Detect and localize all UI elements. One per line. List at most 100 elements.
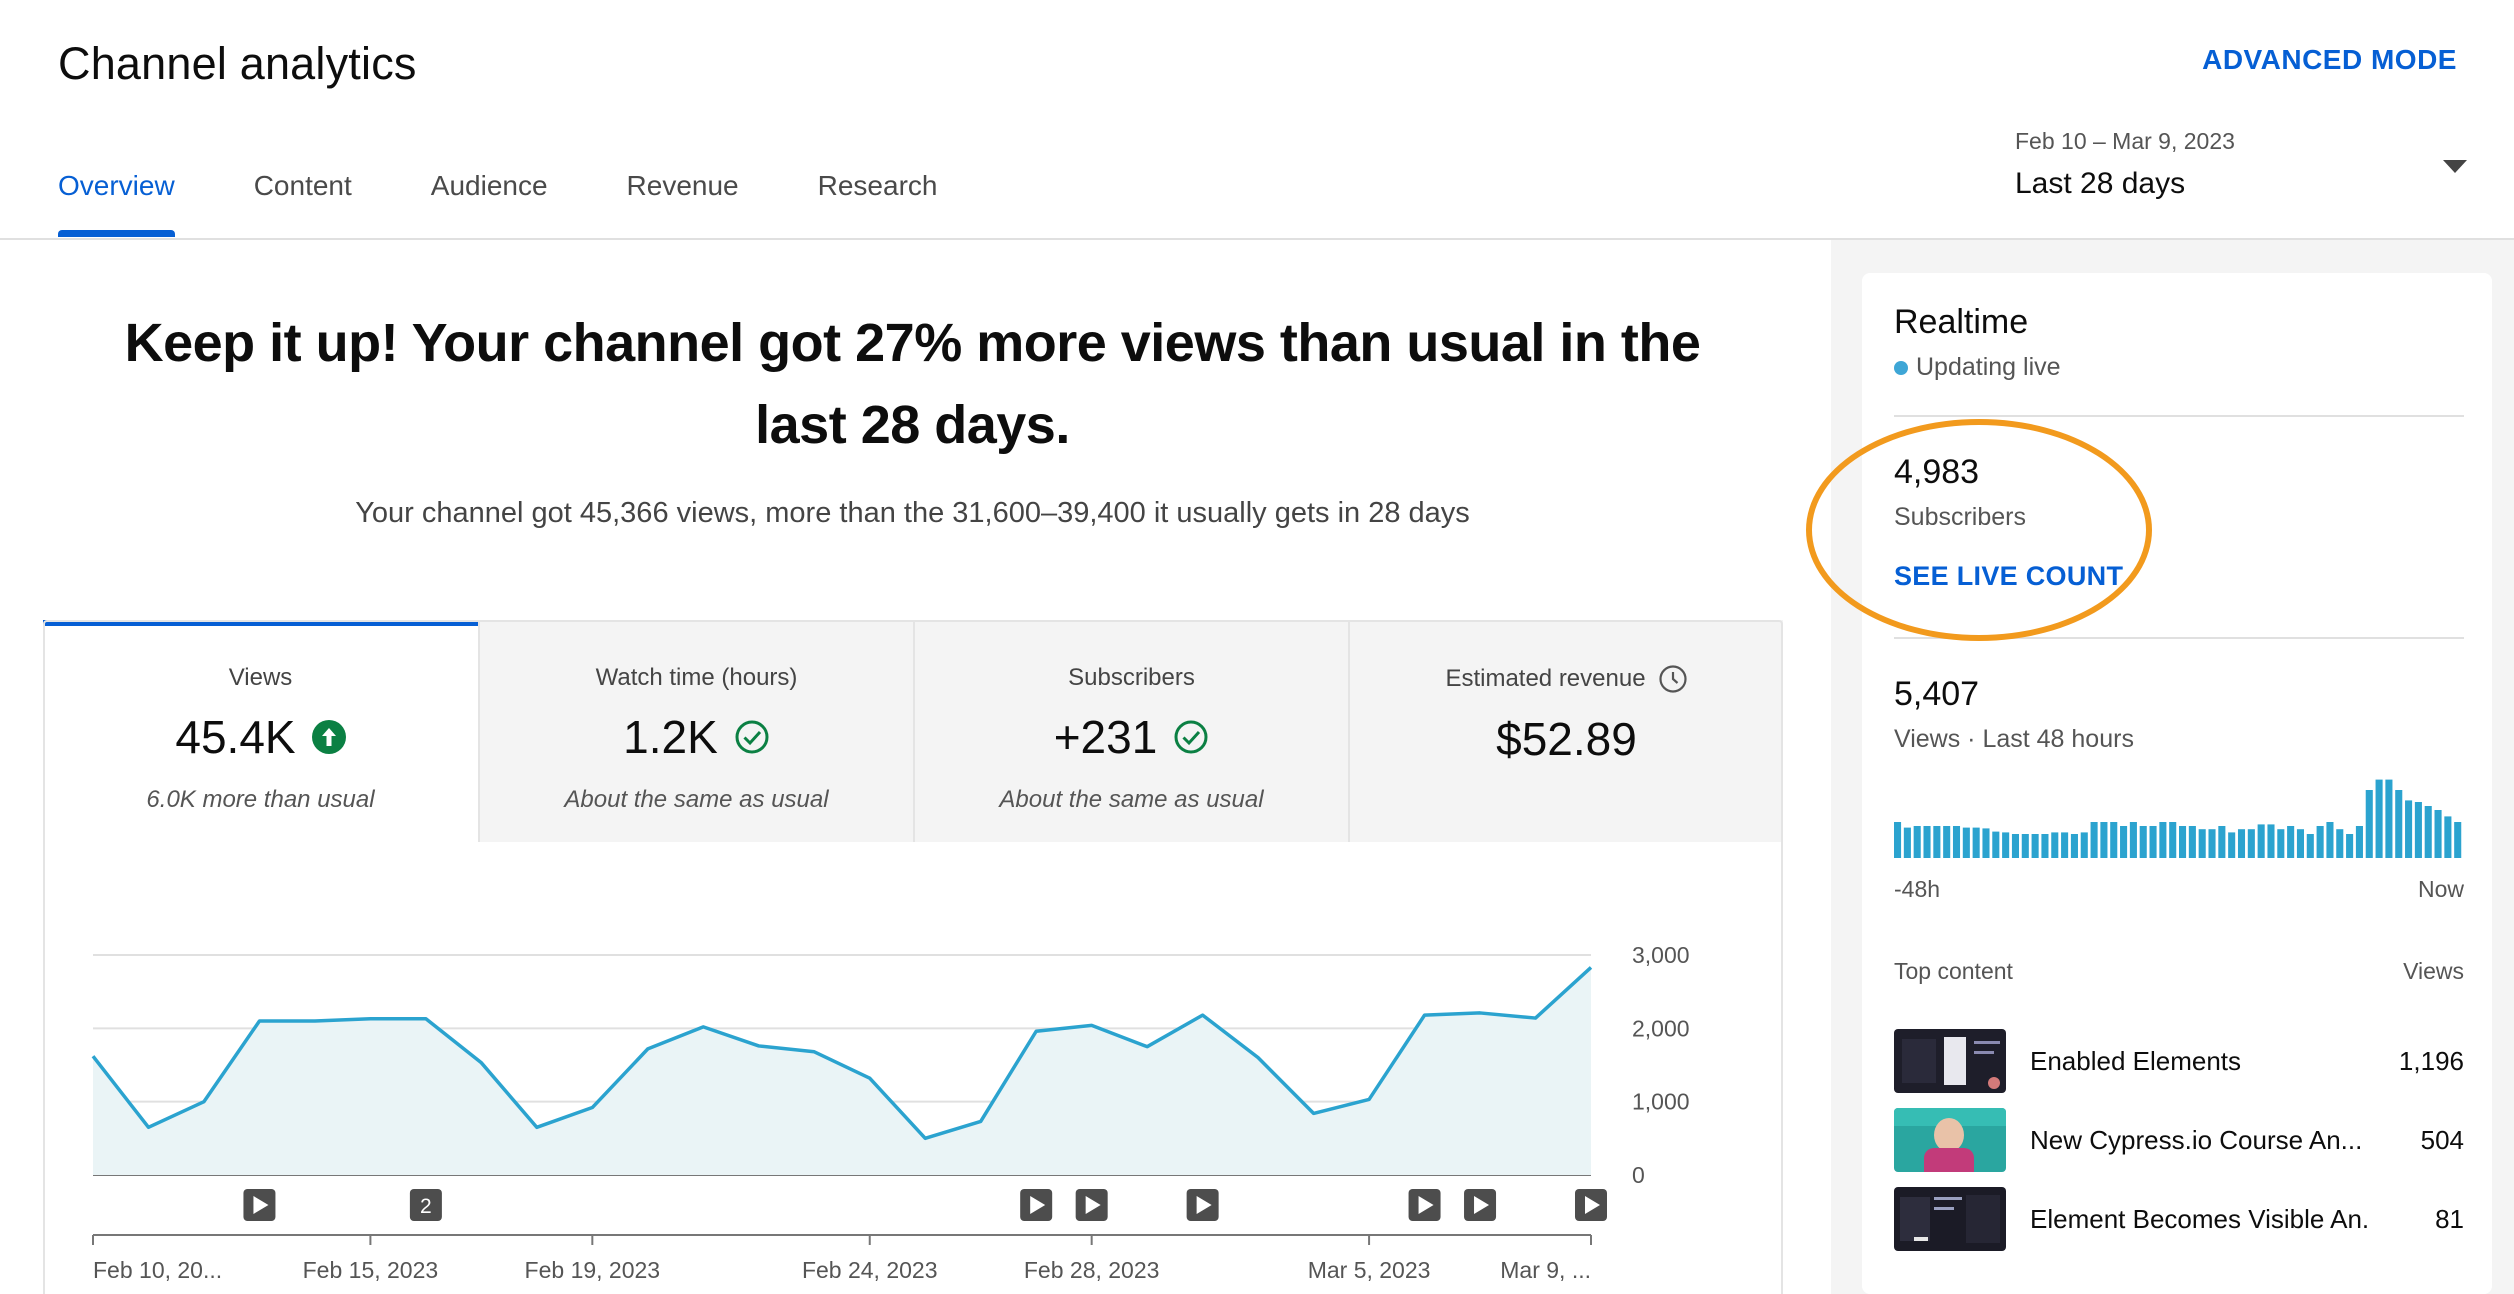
play-icon	[253, 1196, 269, 1214]
clock-icon	[1658, 665, 1687, 693]
realtime-bar	[2365, 790, 2373, 858]
check-circle-icon	[735, 720, 769, 754]
x-tick-label: Feb 24, 2023	[802, 1257, 938, 1283]
video-thumbnail	[1894, 1108, 2006, 1172]
metric-card-views[interactable]: Views 45.4K 6.0K more than usual	[43, 620, 478, 842]
top-content-row[interactable]: New Cypress.io Course An... 504	[1894, 1108, 2464, 1172]
views-chart: 3,000 2,000 1,000 0 2 Feb 10, 20... Feb 15, 20…	[91, 942, 1690, 1283]
video-thumbnail	[1894, 1029, 2006, 1093]
metric-label: Watch time (hours)	[595, 664, 798, 691]
realtime-bar	[2414, 802, 2422, 858]
check-circle-icon	[1174, 720, 1208, 754]
marker-count: 2	[420, 1195, 432, 1218]
advanced-mode-button[interactable]: ADVANCED MODE	[2202, 44, 2457, 75]
page-title: Channel analytics	[58, 38, 417, 89]
metric-card-revenue[interactable]: Estimated revenue $52.89	[1348, 620, 1783, 842]
play-icon	[1030, 1196, 1046, 1214]
dropdown-caret-icon	[2443, 160, 2467, 173]
realtime-bar	[2405, 800, 2413, 858]
subscriber-count: 4,983	[1894, 453, 1980, 491]
series-line	[91, 966, 1593, 1141]
top-content-label: Top content	[1894, 958, 2013, 984]
subscriber-label: Subscribers	[1894, 503, 2026, 531]
area-fill	[93, 967, 1591, 1175]
x-tick-label: Feb 10, 20...	[93, 1257, 222, 1283]
realtime-bar	[1992, 831, 2000, 858]
tab-research[interactable]: Research	[817, 170, 938, 201]
realtime-bar	[2444, 816, 2452, 858]
video-marker-icon	[409, 1189, 442, 1221]
live-status: Updating live	[1894, 353, 2061, 382]
realtime-bar	[2041, 834, 2049, 858]
realtime-bar	[2080, 832, 2088, 858]
realtime-bar	[2002, 832, 2010, 858]
realtime-bar	[2218, 826, 2226, 858]
summary-headline-line-2: last 28 days.	[755, 395, 1070, 455]
realtime-bar	[1952, 826, 1961, 858]
video-title: New Cypress.io Course An...	[2030, 1125, 2363, 1155]
realtime-bar	[2316, 826, 2324, 858]
realtime-bar	[1894, 822, 1902, 858]
arrow-up-circle-icon	[311, 720, 346, 754]
see-live-count-link[interactable]: SEE LIVE COUNT	[1894, 561, 2124, 591]
date-range-selector[interactable]: Feb 10 – Mar 9, 2023 Last 28 days	[2015, 128, 2467, 208]
realtime-bar	[1903, 827, 1911, 858]
x-tick-label: Mar 5, 2023	[1308, 1257, 1431, 1283]
realtime-bar	[2287, 826, 2295, 858]
realtime-bar	[2051, 832, 2059, 858]
realtime-bar	[2267, 824, 2275, 858]
metric-label: Subscribers	[1068, 664, 1195, 691]
realtime-bar	[2179, 826, 2187, 858]
realtime-bar	[2208, 829, 2216, 858]
metric-card-subscribers[interactable]: Subscribers +231 About the same as usual	[913, 620, 1348, 842]
x-tick-label: Feb 19, 2023	[525, 1257, 661, 1283]
tab-overview[interactable]: Overview	[58, 170, 175, 238]
realtime-bar	[1972, 827, 1980, 858]
realtime-bar	[2061, 832, 2069, 858]
tab-audience[interactable]: Audience	[430, 170, 548, 201]
realtime-bar	[2277, 829, 2285, 858]
metric-value: $52.89	[1496, 713, 1637, 765]
realtime-bar	[2159, 822, 2167, 858]
x-tick-label: Feb 15, 2023	[303, 1257, 439, 1283]
metric-value: 45.4K	[175, 711, 296, 763]
realtime-bar	[2355, 826, 2363, 858]
realtime-bar-chart	[1894, 779, 2462, 858]
summary-subline: Your channel got 45,366 views, more than…	[355, 497, 1470, 529]
realtime-bar	[2424, 806, 2432, 858]
realtime-bar	[1962, 827, 1970, 858]
tab-revenue[interactable]: Revenue	[626, 170, 739, 201]
realtime-bar	[2296, 829, 2305, 858]
realtime-title: Realtime	[1894, 303, 2029, 341]
play-icon	[1196, 1196, 1212, 1214]
tab-content[interactable]: Content	[253, 170, 352, 201]
top-content-row[interactable]: Enabled Elements 1,196	[1894, 1029, 2464, 1093]
metric-card-watch-time[interactable]: Watch time (hours) 1.2K About the same a…	[478, 620, 913, 842]
metric-value: 1.2K	[623, 711, 718, 763]
realtime-bar	[2100, 822, 2108, 858]
top-content-row[interactable]: Element Becomes Visible An... 81	[1894, 1187, 2464, 1251]
date-range-text: Feb 10 – Mar 9, 2023	[2015, 128, 2235, 154]
date-preset-text: Last 28 days	[2015, 167, 2186, 200]
realtime-bar	[2198, 829, 2206, 858]
realtime-bar	[2237, 829, 2246, 858]
realtime-bar	[2070, 834, 2078, 858]
video-views: 81	[2435, 1204, 2464, 1234]
play-icon	[1474, 1196, 1490, 1214]
header-divider	[0, 238, 2514, 240]
realtime-views-label: Views · Last 48 hours	[1894, 725, 2134, 753]
realtime-bar	[2385, 779, 2393, 858]
y-tick-label: 2,000	[1632, 1015, 1690, 1041]
video-title: Element Becomes Visible An...	[2030, 1204, 2370, 1234]
realtime-bar	[2090, 822, 2098, 858]
realtime-bar	[2169, 822, 2177, 858]
metric-label: Views	[228, 664, 293, 691]
realtime-bar	[2011, 834, 2020, 858]
y-tick-label: 3,000	[1632, 942, 1690, 968]
realtime-bar	[1933, 826, 1941, 858]
metric-cards: Views 45.4K 6.0K more than usual Watch t…	[43, 620, 1783, 842]
metric-value-row: +231	[915, 710, 1348, 764]
realtime-bar	[2031, 834, 2039, 858]
realtime-bar	[2257, 824, 2265, 858]
realtime-axis-end: Now	[2417, 876, 2464, 902]
